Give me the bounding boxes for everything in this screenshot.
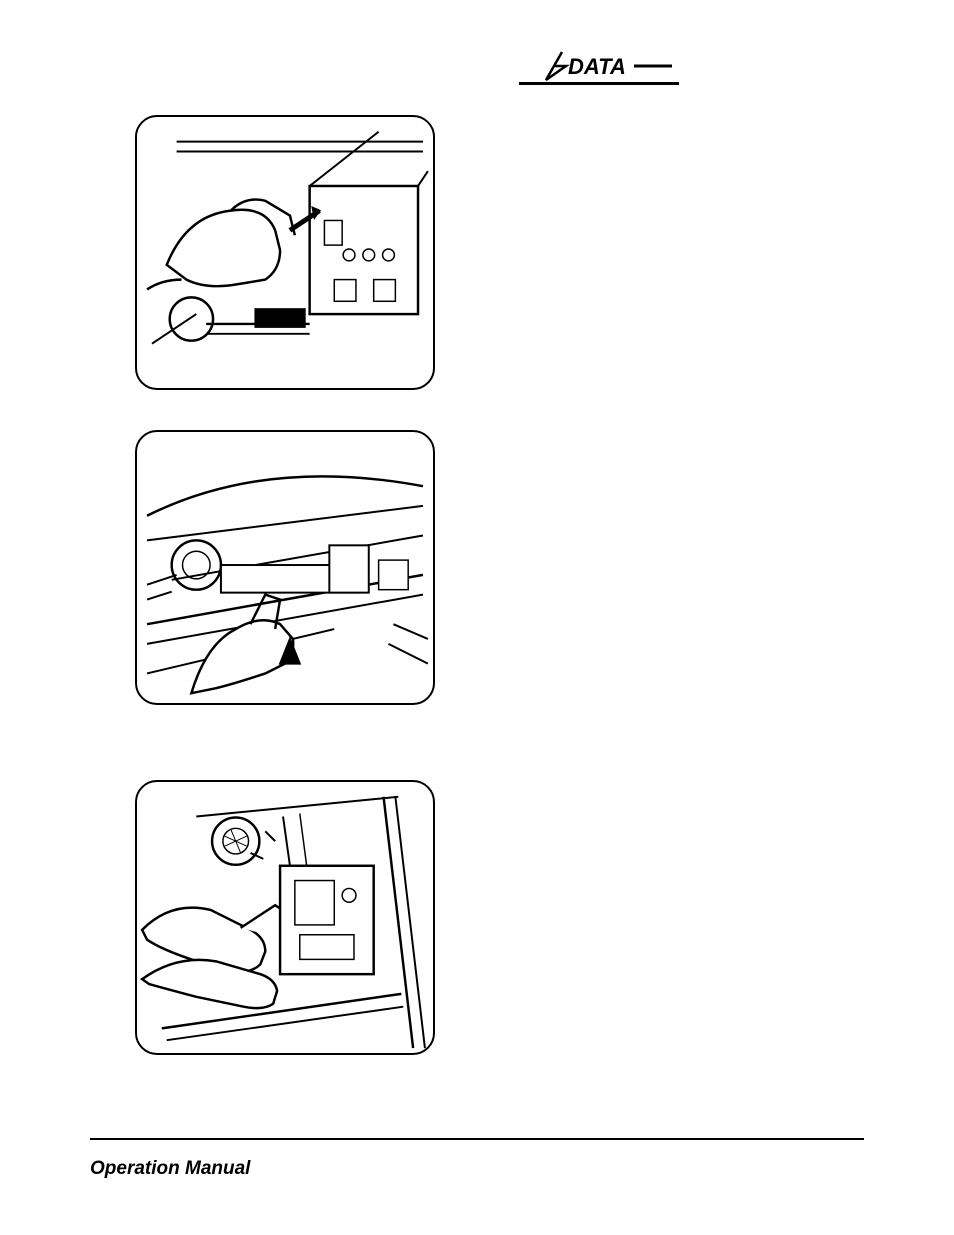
header-underline xyxy=(519,82,679,85)
logo-text: DATA xyxy=(568,54,626,79)
footer-title: Operation Manual xyxy=(90,1158,250,1180)
instruction-figure-2 xyxy=(135,430,435,705)
document-page: DATA xyxy=(0,0,954,1235)
instruction-figure-1 xyxy=(135,115,435,390)
footer-divider xyxy=(90,1138,864,1140)
brand-logo: DATA xyxy=(544,50,674,85)
instruction-figure-3 xyxy=(135,780,435,1055)
